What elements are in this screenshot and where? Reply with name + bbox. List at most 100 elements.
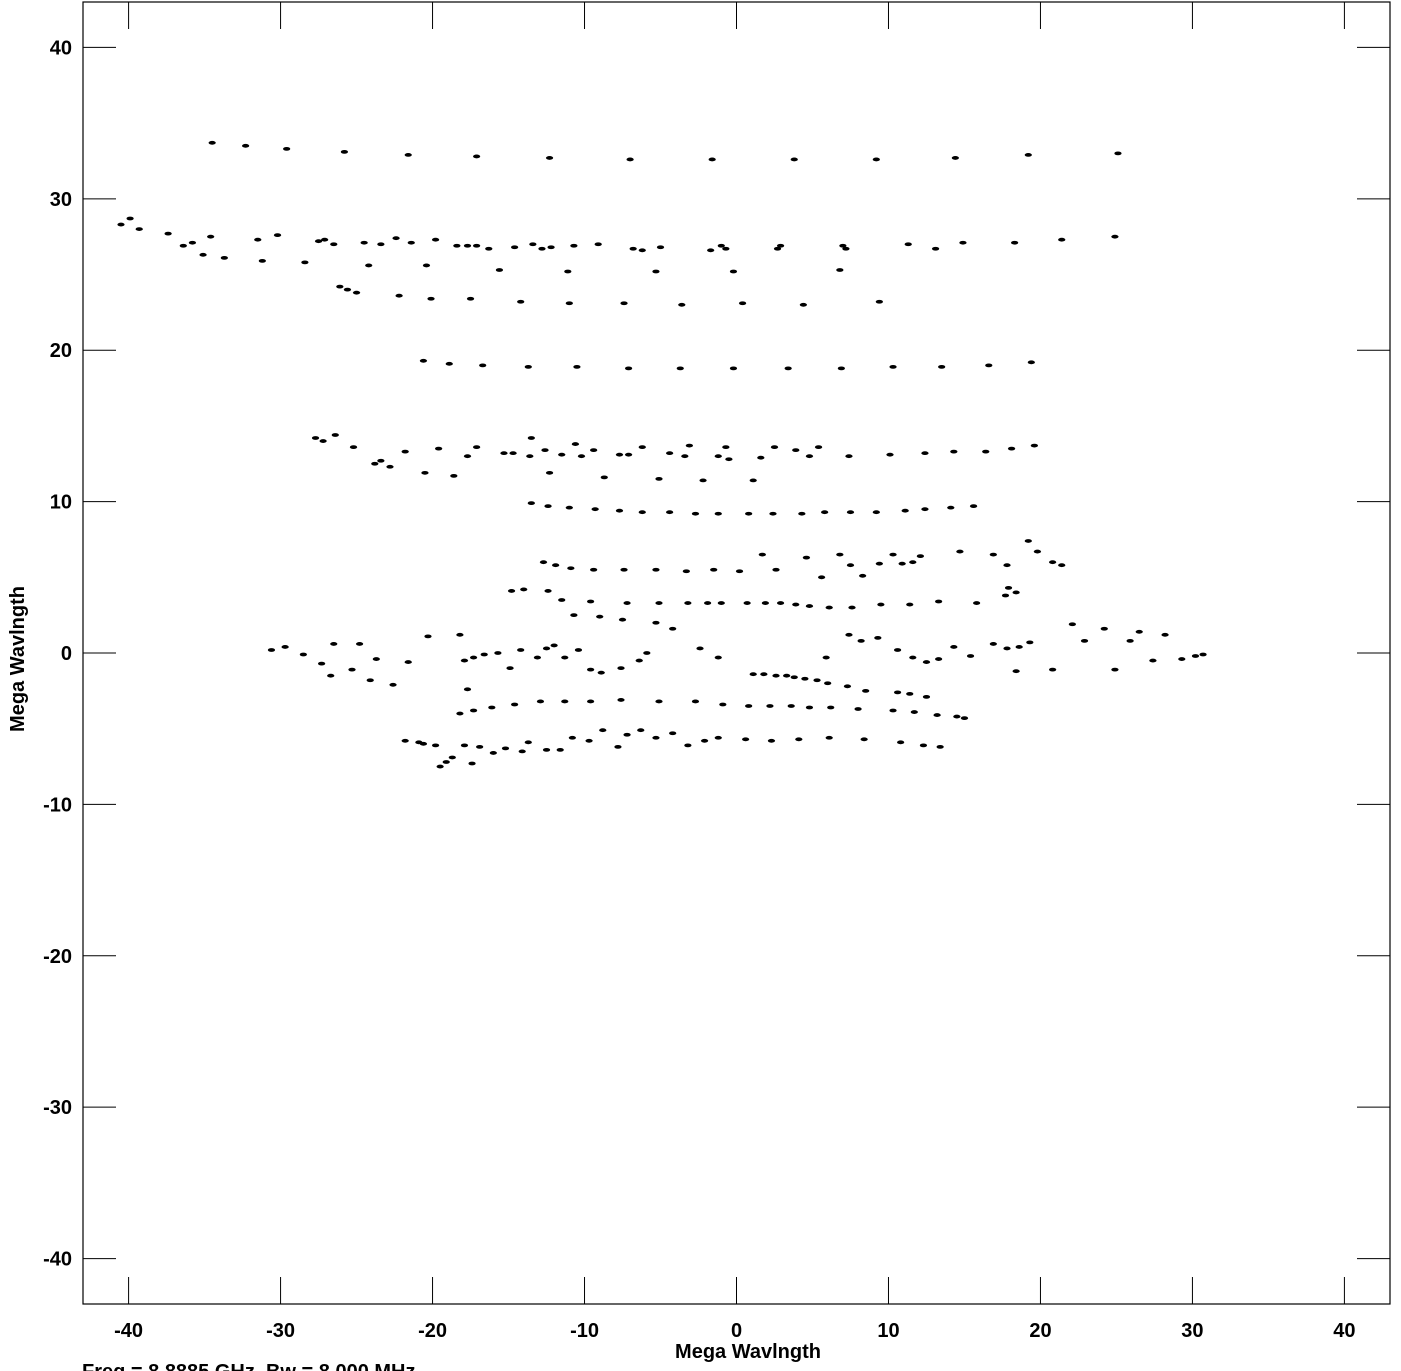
data-point	[577, 454, 586, 459]
data-point	[1178, 657, 1186, 661]
data-point	[594, 242, 602, 247]
data-point	[700, 738, 709, 743]
data-point	[985, 363, 993, 368]
data-point	[545, 156, 554, 160]
data-point	[509, 451, 517, 456]
data-point	[684, 601, 692, 605]
data-point	[401, 449, 409, 454]
data-point	[590, 448, 598, 453]
data-point	[448, 755, 456, 760]
data-point	[729, 366, 738, 371]
data-point	[652, 269, 660, 274]
data-point	[1111, 234, 1119, 239]
data-point	[544, 589, 552, 593]
data-point	[1027, 360, 1035, 365]
data-point	[906, 602, 914, 607]
data-point	[597, 670, 605, 675]
data-point	[1033, 549, 1042, 554]
data-point	[419, 741, 428, 746]
data-point	[624, 452, 633, 457]
data-point	[722, 246, 730, 251]
data-point	[760, 672, 768, 677]
x-tick-labels: -40 -30 -20 -10 0 10 20 30 40	[114, 1320, 1355, 1342]
data-point	[574, 648, 583, 652]
data-point	[220, 255, 228, 260]
data-point	[624, 366, 633, 371]
data-point	[587, 667, 595, 672]
data-point	[587, 599, 595, 604]
data-point	[208, 140, 216, 145]
data-point	[500, 451, 508, 456]
data-point	[1024, 539, 1032, 543]
data-point	[561, 655, 569, 660]
data-point	[848, 605, 856, 610]
data-point	[776, 243, 785, 248]
data-point	[916, 554, 924, 559]
data-point	[542, 646, 551, 651]
data-point	[587, 699, 595, 704]
data-point	[541, 448, 549, 453]
data-point	[273, 233, 282, 238]
data-point	[314, 239, 323, 244]
data-point	[805, 454, 814, 459]
data-point	[1004, 586, 1013, 590]
data-point	[638, 445, 646, 450]
data-point	[501, 746, 510, 751]
data-point	[843, 684, 852, 689]
data-point	[473, 445, 481, 450]
data-point	[267, 648, 276, 652]
data-point	[666, 451, 674, 456]
data-point	[745, 511, 753, 516]
data-point	[951, 156, 959, 160]
data-point	[1191, 654, 1200, 658]
data-point	[401, 738, 409, 743]
data-point	[714, 511, 722, 516]
data-point	[469, 655, 478, 660]
data-point	[506, 666, 514, 671]
data-point	[757, 455, 765, 460]
data-point	[874, 635, 882, 640]
data-point	[473, 243, 481, 248]
x-tick-label: -30	[266, 1320, 295, 1342]
data-point	[770, 445, 779, 450]
data-point	[842, 246, 850, 251]
plot-frame	[82, 1, 1391, 1305]
data-point	[655, 699, 663, 704]
data-point	[921, 451, 929, 456]
data-point	[805, 604, 814, 608]
data-point	[792, 448, 800, 453]
data-point	[327, 673, 335, 678]
data-point	[801, 676, 809, 681]
data-point	[1007, 446, 1016, 451]
footer-label: Freq = 8.8885 GHz, Bw = 8.000 MHz	[82, 1361, 415, 1371]
data-point	[436, 764, 444, 769]
data-point	[710, 567, 718, 572]
data-point	[859, 573, 867, 578]
data-point	[714, 735, 722, 740]
data-point	[349, 445, 358, 450]
data-point	[620, 301, 628, 306]
data-point	[875, 561, 883, 566]
data-point	[538, 246, 546, 251]
data-point	[889, 364, 897, 369]
data-point	[766, 704, 774, 708]
data-point	[685, 443, 693, 448]
data-point	[802, 555, 811, 560]
axis-ticks	[83, 2, 1390, 1304]
data-point	[617, 698, 625, 702]
data-points	[117, 140, 1207, 769]
data-point	[773, 246, 782, 251]
data-point	[330, 642, 338, 646]
data-point	[365, 263, 373, 268]
data-point	[1058, 563, 1066, 568]
data-point	[372, 657, 380, 661]
data-point	[207, 234, 215, 239]
data-point	[135, 227, 143, 231]
data-point	[854, 707, 862, 711]
data-point	[704, 601, 712, 605]
data-point	[479, 363, 487, 368]
data-point	[652, 735, 660, 740]
data-point	[749, 478, 757, 483]
data-point	[468, 761, 476, 766]
data-point	[745, 704, 753, 708]
